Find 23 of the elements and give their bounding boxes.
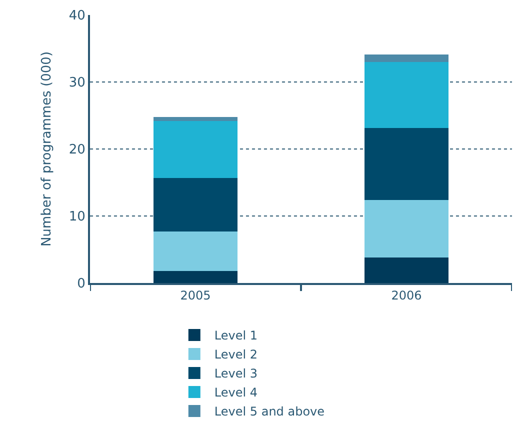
y-tick-label: 30 xyxy=(68,76,86,91)
bar xyxy=(153,270,238,283)
bar xyxy=(153,178,238,232)
bar xyxy=(364,54,449,62)
bar xyxy=(153,231,238,271)
y-tick-label: 40 xyxy=(68,8,86,24)
x-tick-label: 2005 xyxy=(180,288,211,302)
y-tick-label: 20 xyxy=(68,142,86,158)
legend-label: Level 1 xyxy=(214,328,258,343)
bar xyxy=(153,120,238,178)
legend-label: Level 2 xyxy=(214,348,258,362)
y-tick-label: 0 xyxy=(77,276,86,292)
bar xyxy=(364,62,449,128)
bar xyxy=(364,200,449,258)
x-tick-label: 2006 xyxy=(391,288,422,302)
legend-label: Level 3 xyxy=(214,366,258,381)
legend-label: Level 5 and above xyxy=(214,404,325,419)
bar xyxy=(153,116,238,121)
y-axis-title: Number of programmes (000) xyxy=(39,51,54,247)
bar xyxy=(364,258,449,283)
y-tick-label: 10 xyxy=(68,210,86,225)
bar xyxy=(364,128,449,200)
legend-label: Level 4 xyxy=(214,386,258,400)
